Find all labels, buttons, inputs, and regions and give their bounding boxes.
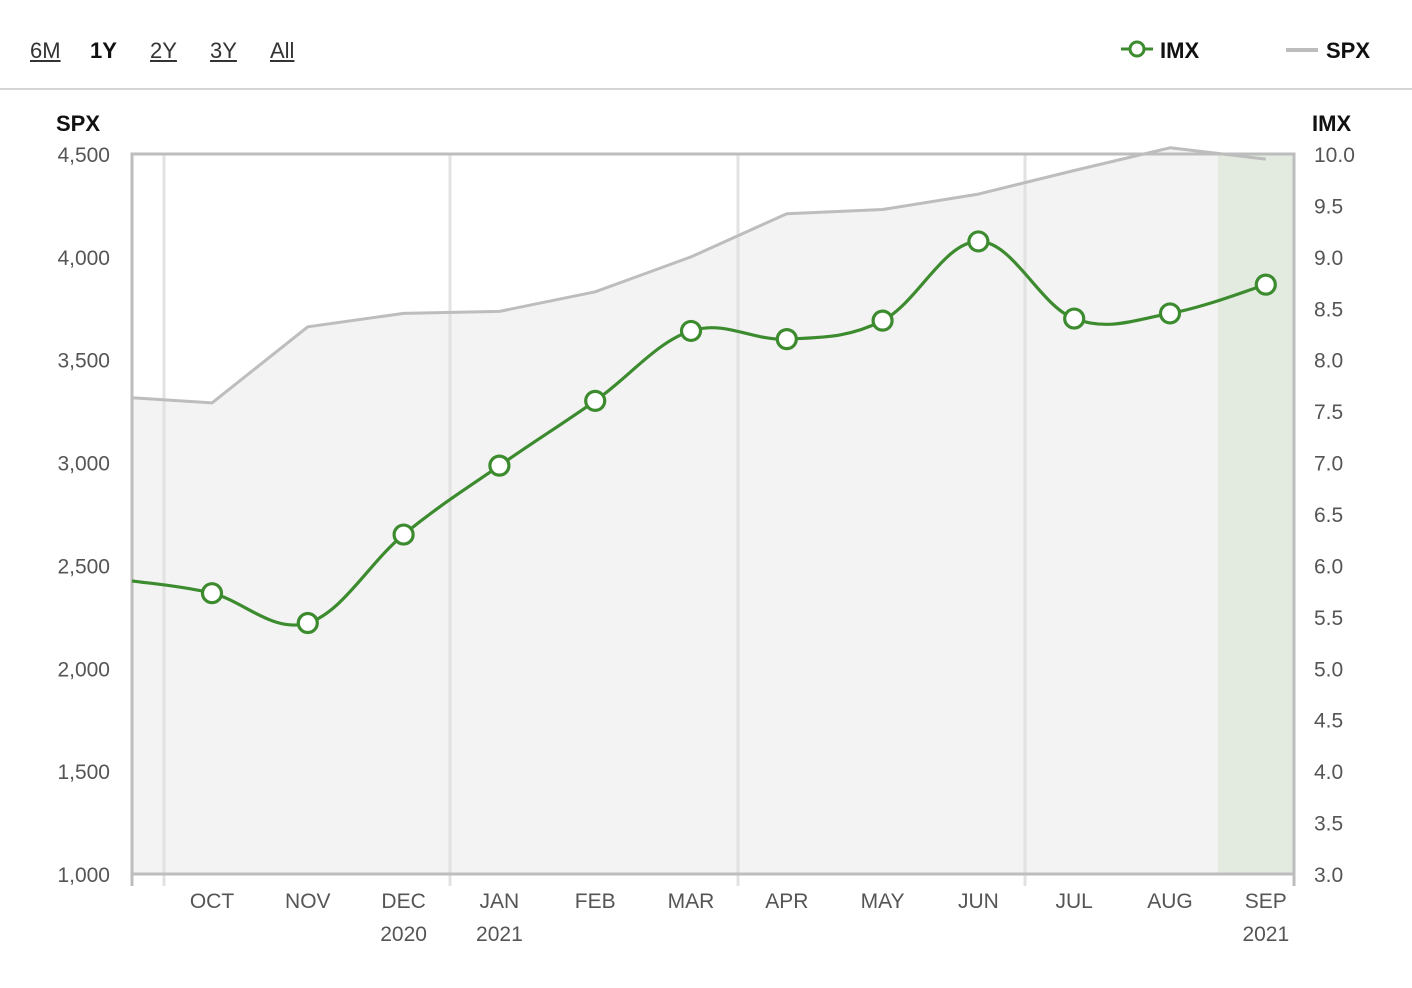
x-axis-month-label: FEB [575, 890, 616, 913]
x-axis-month-label: DEC [381, 890, 425, 913]
range-1y-button[interactable]: 1Y [90, 38, 117, 63]
right-axis-tick-label: 6.0 [1314, 555, 1343, 578]
legend-imx-symbol-icon [1121, 40, 1153, 58]
x-axis-month-label: NOV [285, 890, 331, 913]
right-axis-tick-label: 3.0 [1314, 864, 1343, 887]
left-axis-tick-label: 3,500 [57, 350, 110, 373]
imx-data-point[interactable] [200, 582, 224, 605]
range-all-button[interactable]: All [270, 38, 295, 63]
dual-axis-chart: SPX IMX 4,500 4,000 3,500 3,000 2,500 2,000 1,… [56, 111, 1355, 946]
legend-item-spx[interactable]: SPX [1286, 38, 1386, 66]
left-axis-title: SPX [56, 111, 100, 136]
right-axis-tick-label: 8.0 [1314, 350, 1343, 373]
imx-data-point[interactable] [1254, 273, 1277, 296]
x-axis-month-label: AUG [1147, 890, 1193, 913]
right-axis-tick-label: 5.0 [1314, 658, 1343, 681]
right-axis-title: IMX [1312, 111, 1351, 136]
x-axis-month-label: JUN [958, 890, 999, 913]
right-axis-tick-label: 4.5 [1314, 710, 1343, 733]
right-axis-tick-label: 8.5 [1314, 298, 1343, 321]
imx-data-point[interactable] [775, 328, 798, 351]
left-axis-tick-label: 1,500 [57, 761, 110, 784]
left-axis-ticks: 4,500 4,000 3,500 3,000 2,500 2,000 1,500 1,000 [57, 144, 110, 887]
right-axis-tick-label: 6.5 [1314, 504, 1343, 527]
legend-imx-label: IMX [1160, 38, 1200, 63]
imx-data-point[interactable] [584, 389, 607, 412]
imx-data-point[interactable] [1158, 302, 1182, 325]
right-axis-tick-label: 10.0 [1314, 144, 1355, 167]
right-axis-tick-label: 7.5 [1314, 401, 1343, 424]
imx-data-point[interactable] [1063, 307, 1086, 330]
left-axis-tick-label: 4,500 [57, 144, 110, 167]
spx-area-fill [132, 147, 1266, 875]
x-axis-ticks: OCT NOV DEC 2020 JAN 2021 FEB MAR APR MAY JUN JUL AU… [190, 890, 1289, 946]
spx-series-line [131, 146, 1266, 405]
legend-item-imx[interactable]: IMX [1120, 38, 1220, 66]
imx-data-point[interactable] [488, 454, 511, 477]
right-axis-tick-label: 3.5 [1314, 813, 1343, 836]
range-6m-button[interactable]: 6M [30, 38, 61, 63]
x-axis-year-label: 2021 [476, 923, 523, 946]
x-axis-year-label: 2021 [1242, 923, 1289, 946]
range-3y-button[interactable]: 3Y [210, 38, 237, 63]
left-axis-tick-label: 2,500 [57, 555, 110, 578]
range-selector: 6M 1Y 2Y 3Y All IMX SPX [0, 0, 1412, 90]
legend-spx-label: SPX [1326, 38, 1371, 63]
x-axis-month-label: MAR [668, 890, 715, 913]
x-axis-month-label: SEP [1245, 890, 1287, 913]
range-2y-button[interactable]: 2Y [150, 38, 177, 63]
right-axis-tick-label: 4.0 [1314, 761, 1343, 784]
legend-spx-symbol-icon [1286, 48, 1318, 52]
imx-data-point[interactable] [296, 611, 319, 635]
imx-data-point[interactable] [871, 309, 894, 332]
imx-data-point[interactable] [392, 523, 415, 546]
right-axis-tick-label: 5.5 [1314, 607, 1343, 630]
x-axis-month-label: JUL [1056, 890, 1093, 913]
x-axis-month-label: OCT [190, 890, 235, 913]
right-axis-tick-label: 9.0 [1314, 247, 1343, 270]
left-axis-tick-label: 4,000 [57, 247, 110, 270]
right-axis-tick-label: 9.5 [1314, 195, 1343, 218]
imx-data-point[interactable] [679, 319, 703, 343]
x-axis-year-label: 2020 [380, 923, 427, 946]
x-axis-month-label: JAN [480, 890, 520, 913]
plot-area [130, 146, 1296, 886]
right-axis-ticks: 10.0 9.5 9.0 8.5 8.0 7.5 7.0 6.5 6.0 5.5 5.0 4.5 4.0… [1314, 144, 1355, 887]
plot-frame [130, 152, 1296, 876]
x-axis-month-label: MAY [861, 890, 905, 913]
left-axis-tick-label: 2,000 [57, 658, 110, 681]
x-axis-month-label: APR [765, 890, 808, 913]
left-axis-tick-label: 3,000 [57, 453, 110, 476]
imx-data-point[interactable] [967, 230, 990, 253]
right-axis-tick-label: 7.0 [1314, 453, 1343, 476]
left-axis-tick-label: 1,000 [57, 864, 110, 887]
current-period-highlight [1217, 154, 1294, 874]
